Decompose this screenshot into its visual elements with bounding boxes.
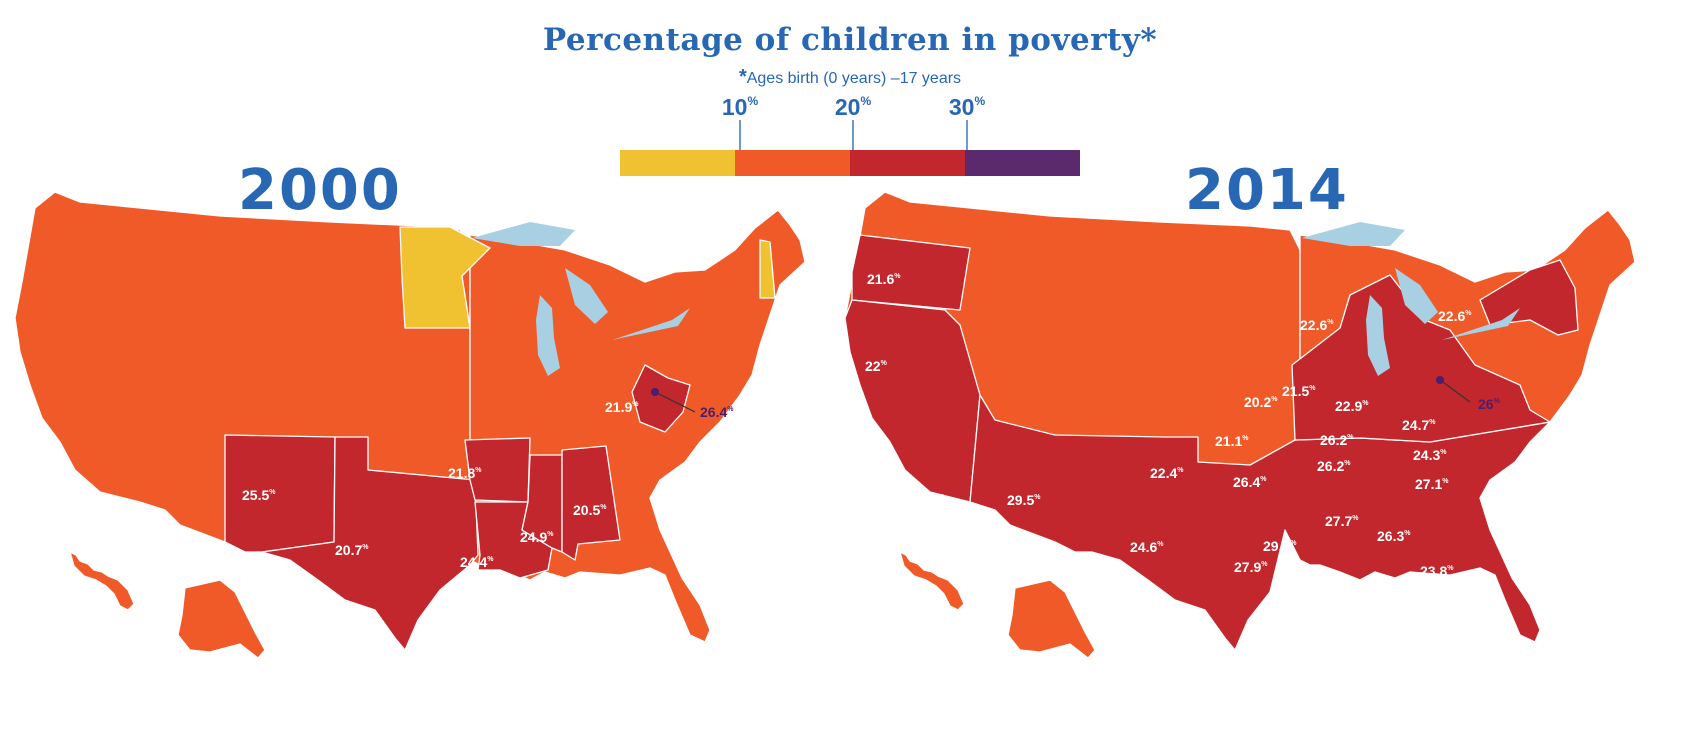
state-texas xyxy=(261,436,479,651)
state-new-hampshire xyxy=(759,239,776,299)
value-label-tn: 26.2% xyxy=(1317,458,1351,474)
value-label-ny: 22.6% xyxy=(1438,308,1472,324)
great-lake-huron xyxy=(565,268,608,324)
subtitle-text: Ages birth (0 years) –17 years xyxy=(746,70,962,87)
value-label-ga: 26.3% xyxy=(1377,528,1411,544)
value-label-oh: 22.9% xyxy=(1335,398,1369,414)
year-label-2014: 2014 xyxy=(1185,158,1349,223)
value-label-la: 27.9% xyxy=(1234,559,1268,575)
value-label-dc: 26% xyxy=(1478,396,1501,412)
value-label-ms: 24.9% xyxy=(520,529,554,545)
state-arkansas xyxy=(464,437,531,503)
value-label-in: 21.5% xyxy=(1282,383,1316,399)
value-label-la: 24.4% xyxy=(460,554,494,570)
scale-label-30: 30% xyxy=(948,94,986,120)
value-label-tx: 20.7% xyxy=(335,542,369,558)
legend-swatch-under-10 xyxy=(620,150,735,176)
value-label-al: 27.7% xyxy=(1325,513,1359,529)
value-label-ms: 29.4% xyxy=(1263,538,1297,554)
state-alabama xyxy=(561,445,621,561)
value-label-ky: 26.2% xyxy=(1320,432,1354,448)
us-map-2000: 21.9% 26.4% 25.5% 20.7% 21.8% 24.9% 20.5% 24.4% xyxy=(14,191,806,659)
great-lake-huron xyxy=(1395,268,1438,324)
value-label-ok: 22.4% xyxy=(1150,465,1184,481)
value-label-nm: 25.5% xyxy=(242,487,276,503)
region-california-nevada xyxy=(844,299,981,503)
scale-tick-30 xyxy=(966,120,968,154)
great-lake-erie xyxy=(1442,308,1520,340)
hawaii xyxy=(899,551,965,611)
value-label-fl: 23.8% xyxy=(1420,563,1454,579)
great-lake-superior xyxy=(472,222,575,246)
color-scale-legend xyxy=(620,150,1080,176)
value-label-mi: 22.6% xyxy=(1300,317,1334,333)
value-label-nc: 24.3% xyxy=(1413,447,1447,463)
value-label-dc: 26.4% xyxy=(700,404,734,420)
year-label-2000: 2000 xyxy=(238,158,402,223)
great-lake-michigan xyxy=(536,295,560,376)
scale-tick-10 xyxy=(739,120,741,154)
value-label-wv: 24.7% xyxy=(1402,417,1436,433)
value-label-ar: 21.8% xyxy=(448,465,482,481)
great-lake-superior xyxy=(1302,222,1405,246)
us-map-2014: 21.6% 22% 22.7% 25.6% 29.5% 24.6% 22.4% 22.6% 22… xyxy=(844,191,1636,659)
state-minnesota xyxy=(399,226,491,329)
value-label-or: 21.6% xyxy=(867,271,901,287)
value-label-sc: 27.1% xyxy=(1415,476,1449,492)
chart-subtitle: *Ages birth (0 years) –17 years xyxy=(0,66,1700,89)
value-label-wv: 21.9% xyxy=(605,399,639,415)
great-lake-erie xyxy=(612,308,690,340)
legend-swatch-over-30 xyxy=(965,150,1080,176)
legend-swatch-20-30 xyxy=(850,150,965,176)
state-oregon xyxy=(851,234,971,311)
legend-swatch-10-20 xyxy=(735,150,850,176)
state-west-virginia xyxy=(631,364,691,433)
region-midwest-appalachia xyxy=(1291,274,1551,443)
alaska xyxy=(177,579,266,659)
scale-tick-20 xyxy=(852,120,854,154)
value-label-nv: 22% xyxy=(865,358,888,374)
great-lake-michigan xyxy=(1366,295,1390,376)
asterisk: * xyxy=(738,66,747,88)
value-label-nm: 29.5% xyxy=(1007,492,1041,508)
value-label-mo: 21.1% xyxy=(1215,433,1249,449)
hawaii xyxy=(69,551,135,611)
value-label-il: 20.2% xyxy=(1244,394,1278,410)
scale-label-10: 10% xyxy=(721,94,759,120)
value-label-al: 20.5% xyxy=(573,502,607,518)
value-label-ca: 22.7% xyxy=(848,427,882,443)
value-label-ar: 26.4% xyxy=(1233,474,1267,490)
chart-title: Percentage of children in poverty* xyxy=(542,22,1158,58)
alaska xyxy=(1007,579,1096,659)
scale-label-20: 20% xyxy=(834,94,872,120)
value-label-tx: 24.6% xyxy=(1130,539,1164,555)
value-label-az: 25.6% xyxy=(911,492,945,508)
